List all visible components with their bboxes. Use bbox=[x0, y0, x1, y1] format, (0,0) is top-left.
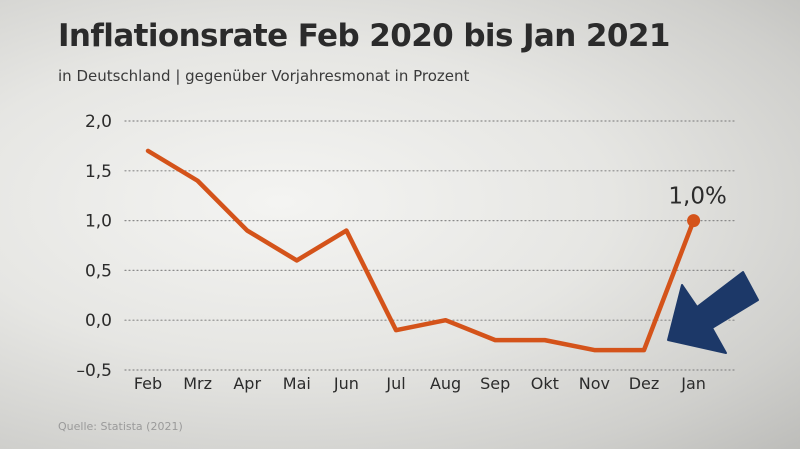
y-tick-label: 2,0 bbox=[85, 112, 112, 132]
x-tick-label: Feb bbox=[134, 374, 162, 393]
x-tick-label: Sep bbox=[480, 374, 510, 393]
x-tick-label: Dez bbox=[629, 374, 660, 393]
x-tick-label: Nov bbox=[579, 374, 610, 393]
y-tick-label: –0,5 bbox=[76, 361, 112, 381]
point-label: 1,0% bbox=[668, 184, 726, 210]
x-tick-label: Okt bbox=[531, 374, 559, 393]
y-tick-label: 1,0 bbox=[85, 212, 112, 232]
x-tick-label: Apr bbox=[233, 374, 261, 393]
x-tick-label: Mrz bbox=[183, 374, 212, 393]
series-line bbox=[145, 148, 696, 353]
y-tick-label: 0,5 bbox=[85, 261, 112, 281]
chart-title: Inflationsrate Feb 2020 bis Jan 2021 bbox=[58, 18, 670, 54]
y-tick-label: 1,5 bbox=[85, 162, 112, 182]
x-tick-label: Jul bbox=[385, 374, 405, 393]
arrow-shape bbox=[667, 271, 759, 354]
arrow-pointing-down-left-icon bbox=[667, 271, 759, 354]
highlight-point bbox=[687, 214, 701, 228]
x-tick-label: Jan bbox=[680, 374, 706, 393]
x-tick-label: Mai bbox=[283, 374, 311, 393]
x-tick-label: Aug bbox=[430, 374, 461, 393]
source-note: Quelle: Statista (2021) bbox=[58, 420, 183, 433]
y-tick-label: 0,0 bbox=[85, 311, 112, 331]
chart-subtitle: in Deutschland | gegenüber Vorjahresmona… bbox=[58, 67, 470, 85]
x-tick-label: Jun bbox=[333, 374, 359, 393]
